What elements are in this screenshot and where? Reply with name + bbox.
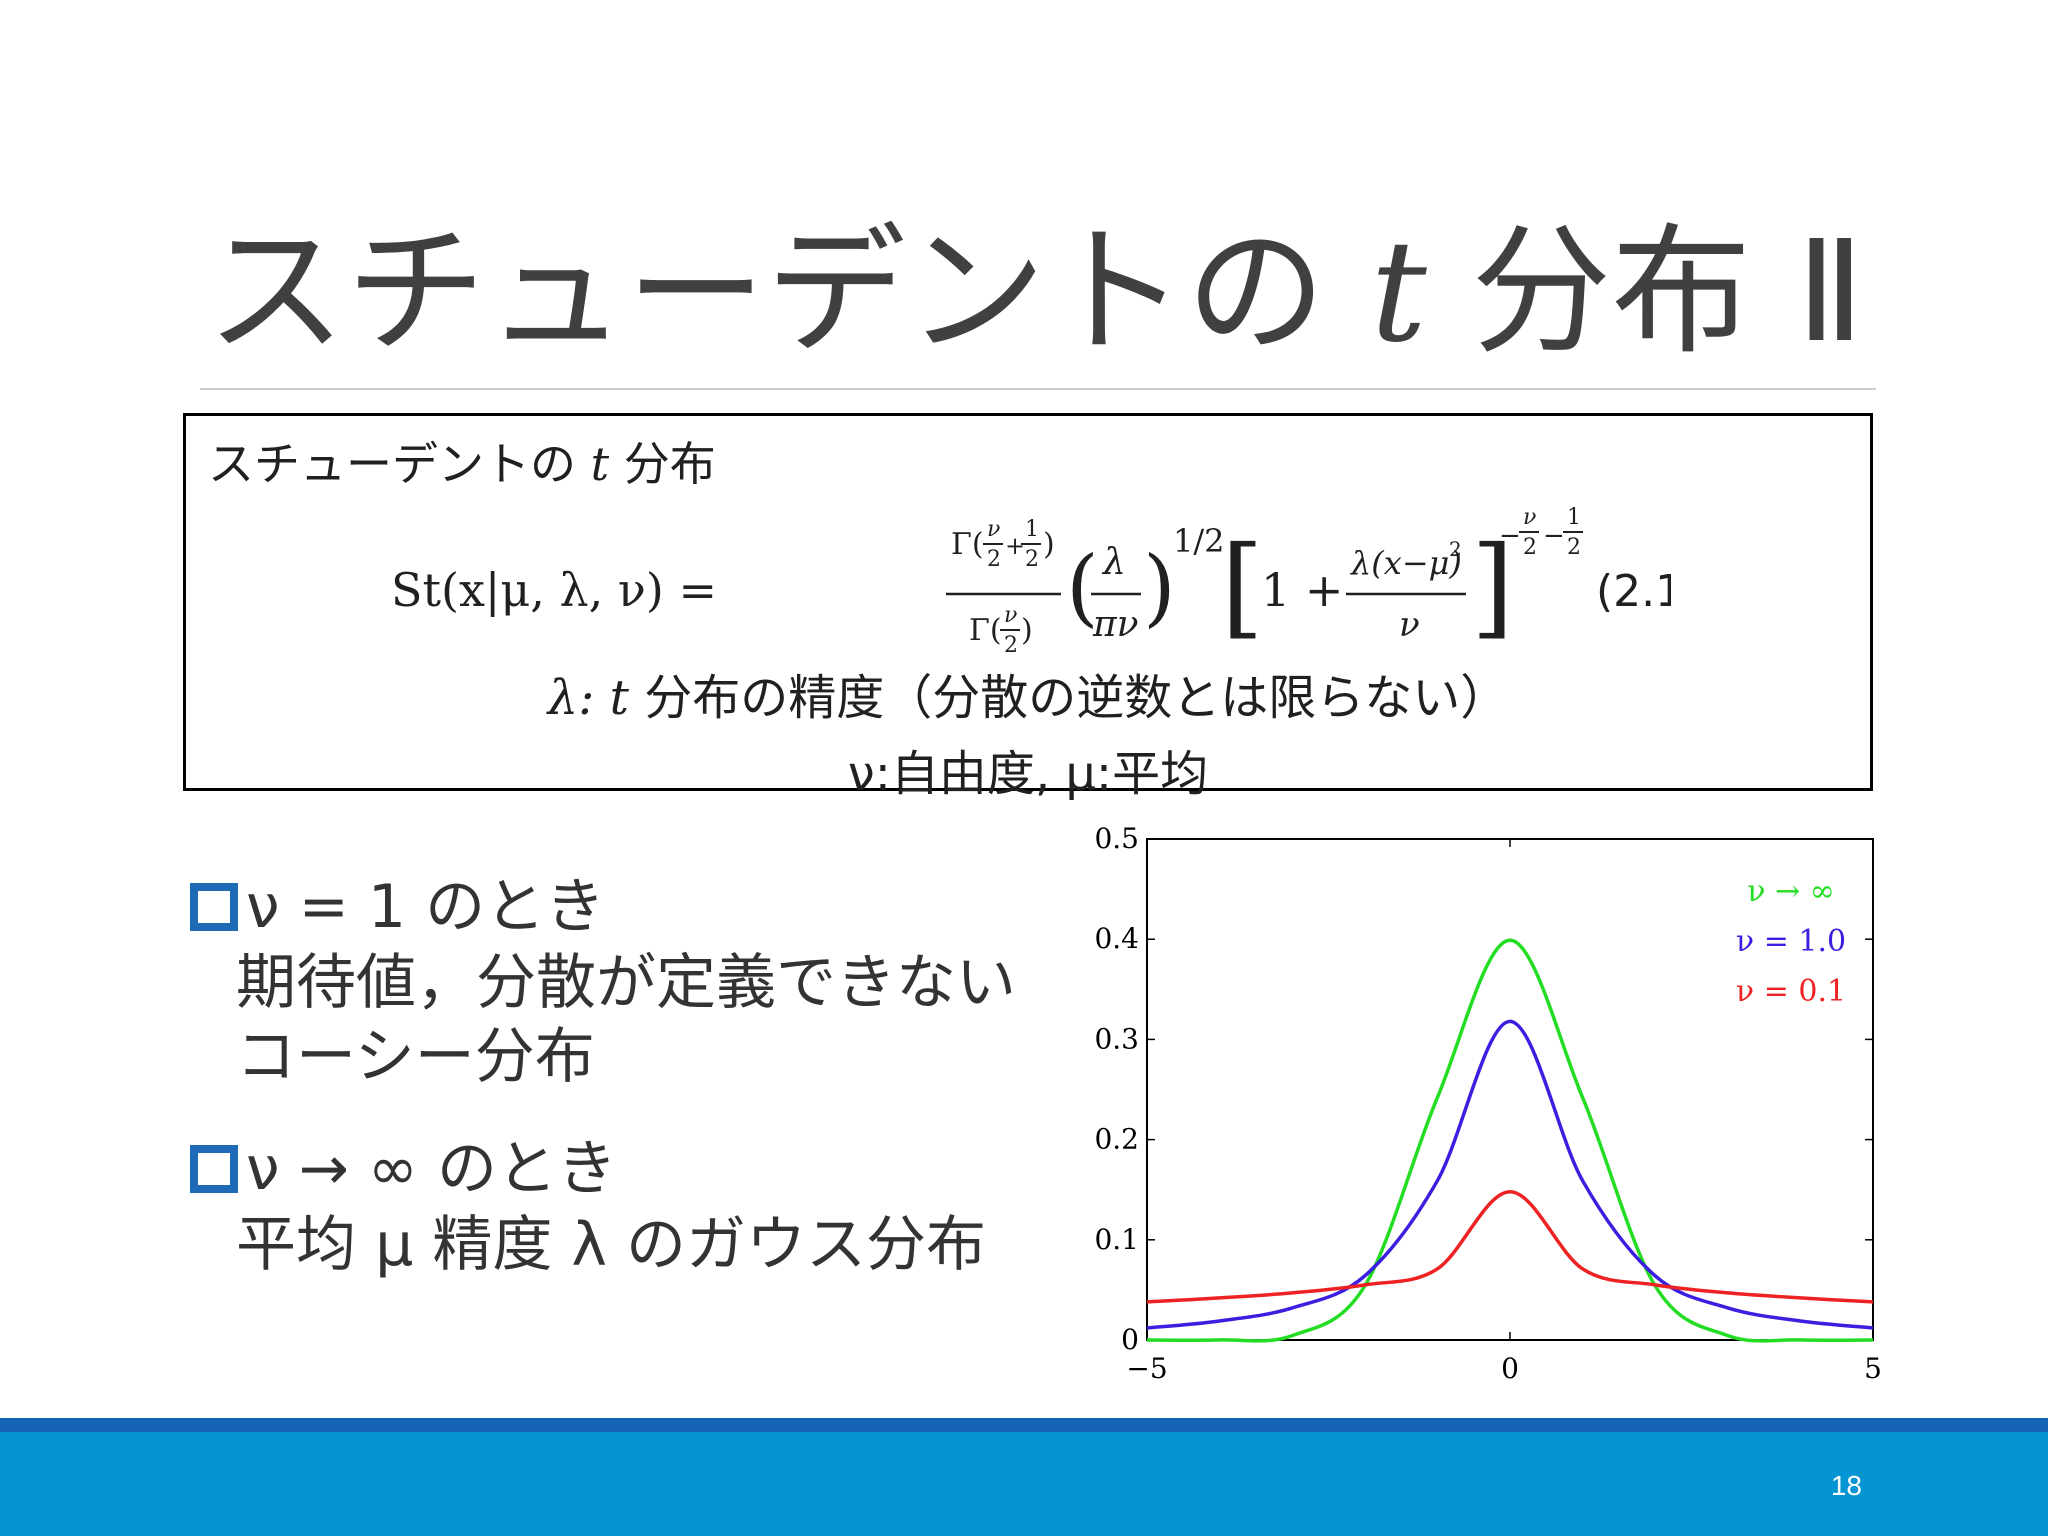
legend-label-0: ν → ∞ — [1747, 874, 1834, 909]
svg-text:ν: ν — [1523, 505, 1536, 530]
definition-box: スチューデントの t 分布 St(x|μ, λ, ν) = Γ( ν 2 + 1… — [183, 413, 1873, 802]
svg-text:2: 2 — [1523, 535, 1537, 560]
title-divider — [200, 388, 1876, 390]
x-tick-label: 0 — [1501, 1352, 1519, 1385]
title-variable: t — [1370, 211, 1427, 374]
svg-text:2: 2 — [1025, 547, 1039, 572]
svg-text:1 +: 1 + — [1261, 563, 1343, 617]
svg-text:): ) — [1021, 613, 1033, 648]
svg-text:1: 1 — [1567, 505, 1581, 530]
heading-prefix: スチューデントの — [208, 437, 576, 491]
footer-accent-bar — [0, 1418, 2048, 1432]
x-tick-label: 5 — [1864, 1352, 1882, 1385]
svg-text:1/2: 1/2 — [1173, 522, 1225, 560]
y-tick-label: 0.2 — [1094, 1123, 1139, 1156]
legend-label-2: ν = 0.1 — [1736, 974, 1846, 1009]
y-tick-label: 0.4 — [1094, 922, 1139, 955]
x-tick-label: −5 — [1126, 1352, 1167, 1385]
slide-title: スチューデントの t 分布 Ⅱ — [206, 205, 1865, 380]
series-line-0 — [1146, 938, 1874, 1343]
bullet-1-heading: ν = 1 のとき — [190, 870, 605, 944]
bullet-1-line-1: 期待値，分散が定義できない — [236, 948, 1016, 1018]
bullet-2-heading: ν → ∞ のとき — [190, 1132, 617, 1206]
bullet-2-heading-text: ν → ∞ のとき — [246, 1134, 617, 1204]
bullet-1-line-2: コーシー分布 — [236, 1022, 595, 1092]
heading-suffix: 分布 — [623, 437, 716, 491]
svg-text:2: 2 — [1449, 537, 1462, 561]
svg-text:−: − — [1543, 521, 1565, 551]
svg-text:2: 2 — [1567, 535, 1581, 560]
precision-note-variable: t — [609, 670, 629, 726]
formula-lhs: St(x|μ, λ, ν) = — [391, 563, 717, 617]
svg-text:ν: ν — [987, 517, 1000, 542]
bullet-2-line-1: 平均 μ 精度 λ のガウス分布 — [236, 1210, 986, 1280]
y-tick-label: 0.1 — [1094, 1223, 1139, 1256]
legend-label-1: ν = 1.0 — [1736, 924, 1846, 959]
dof-note: ν:自由度, μ:平均 — [847, 746, 1209, 802]
bullet-1-heading-text: ν = 1 のとき — [246, 872, 606, 942]
student-t-plot: 00.10.20.30.40.5−5 0 5ν → ∞ν = 1.0ν = 0.1 — [1094, 822, 1882, 1385]
svg-text:2: 2 — [987, 547, 1001, 572]
svg-text:ν: ν — [1004, 603, 1017, 628]
definition-heading: スチューデントの t 分布 — [208, 428, 716, 494]
svg-text:Γ(: Γ( — [951, 527, 984, 562]
precision-note-text: 分布の精度（分散の逆数とは限らない） — [628, 670, 1509, 726]
svg-text:λ: λ — [1101, 542, 1126, 583]
y-tick-label: 0.3 — [1094, 1022, 1139, 1055]
heading-variable: t — [590, 437, 610, 491]
footer-bar — [0, 1432, 2048, 1536]
svg-text:): ) — [1043, 527, 1055, 562]
svg-text:(: ( — [1066, 538, 1099, 636]
svg-text:−: − — [1499, 521, 1521, 551]
plot-frame — [1146, 838, 1874, 1341]
formula-number: (2.159) — [1596, 566, 1671, 617]
svg-text:+: + — [1005, 532, 1025, 560]
svg-text:]: ] — [1471, 522, 1514, 650]
svg-text:[: [ — [1221, 522, 1264, 650]
svg-text:ν: ν — [1399, 605, 1420, 645]
svg-text:2: 2 — [1004, 633, 1018, 658]
y-tick-label: 0 — [1121, 1323, 1139, 1356]
page-number: 18 — [1830, 1470, 1862, 1501]
title-prefix: スチューデントの — [206, 211, 1327, 374]
series-line-1 — [1146, 1019, 1874, 1330]
svg-text:): ) — [1143, 538, 1176, 636]
bullet-square-icon — [190, 883, 238, 931]
svg-text:1: 1 — [1025, 517, 1039, 542]
series-line-2 — [1146, 1189, 1874, 1304]
precision-note-symbol: λ: — [547, 670, 610, 726]
title-suffix: 分布 Ⅱ — [1471, 211, 1865, 374]
svg-text:Γ(: Γ( — [969, 613, 1002, 648]
precision-note: λ: t 分布の精度（分散の逆数とは限らない） — [186, 658, 1870, 728]
bullet-square-icon — [190, 1145, 238, 1193]
svg-text:πν: πν — [1092, 604, 1139, 645]
y-tick-label: 0.5 — [1094, 822, 1139, 855]
svg-text:λ(x−μ): λ(x−μ) — [1349, 544, 1462, 582]
student-t-formula: St(x|μ, λ, ν) = Γ( ν 2 + 1 2 ) Γ( ν 2 ) … — [391, 505, 1671, 658]
